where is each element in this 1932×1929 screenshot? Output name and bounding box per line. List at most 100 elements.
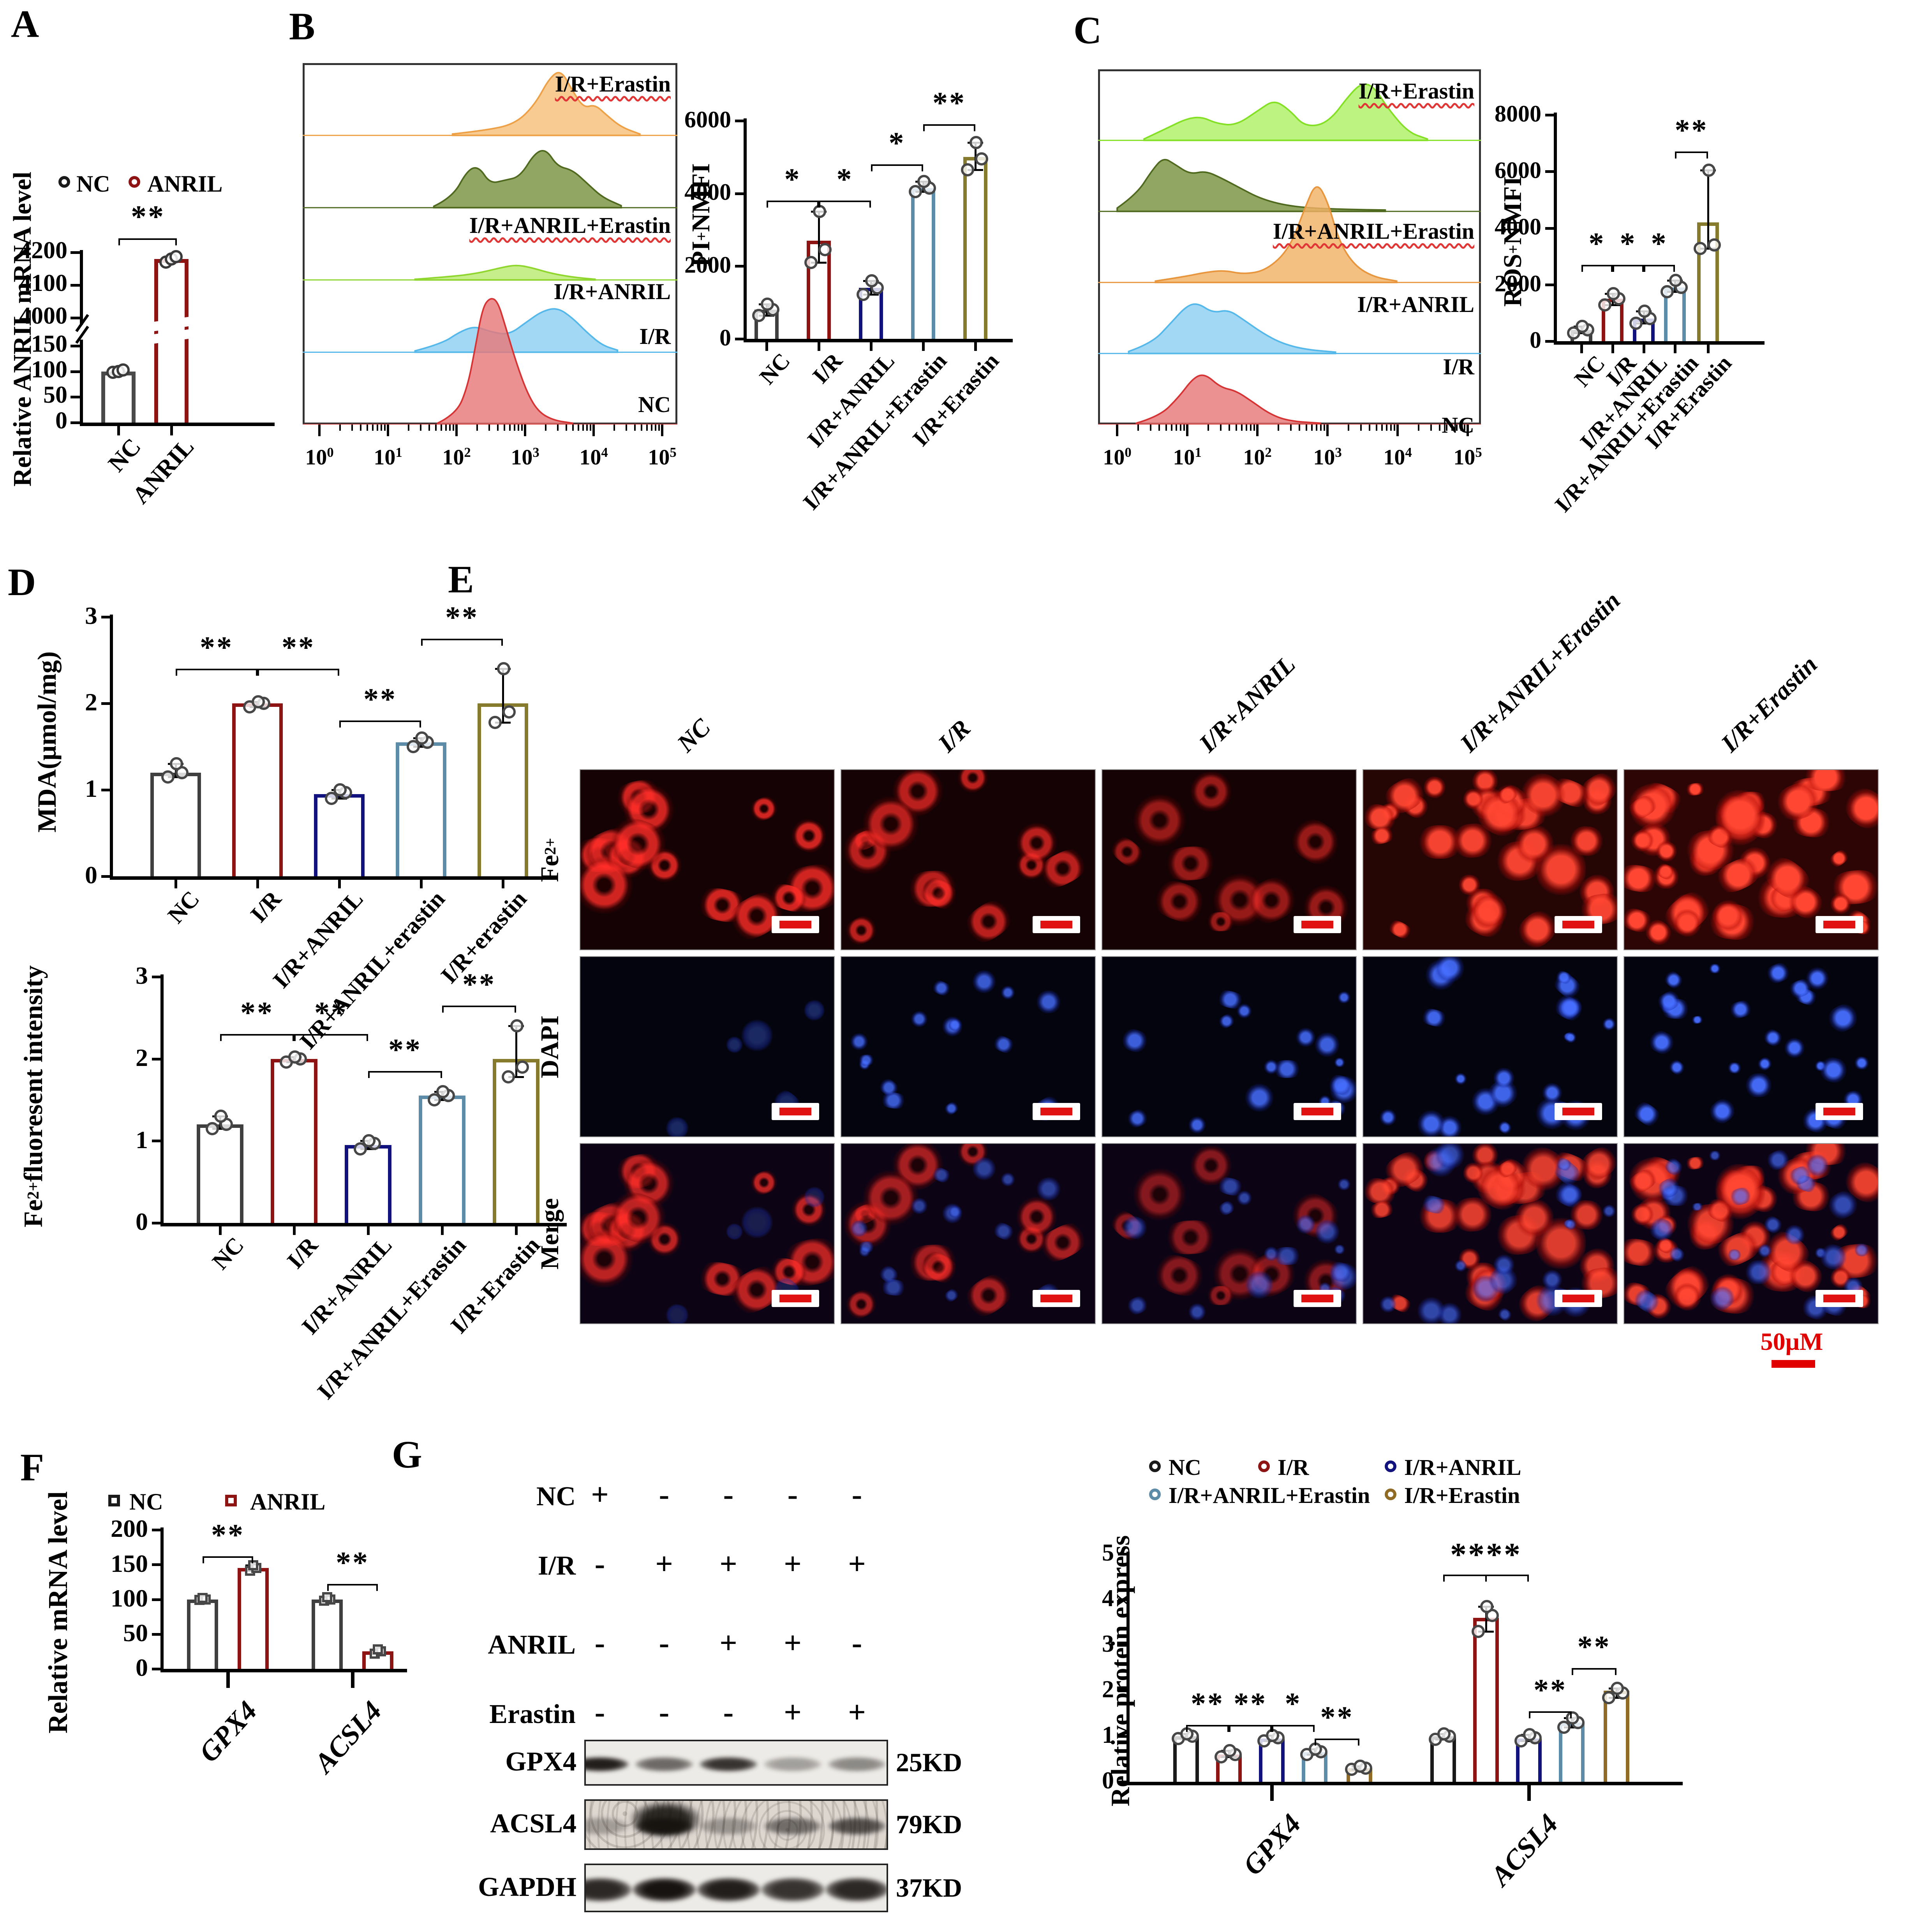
legend-label: I/R+ANRIL (1404, 1455, 1521, 1480)
sig-label: ** (1320, 1700, 1354, 1734)
legend-label: I/R+Erastin (1404, 1483, 1520, 1508)
data-point (1661, 285, 1674, 298)
sig-bracket (1644, 264, 1675, 266)
sig-bracket (1572, 1668, 1616, 1670)
data-point (214, 1110, 227, 1123)
sig-label: ** (211, 1517, 245, 1552)
condition-sign: + (848, 1695, 866, 1730)
y-axis-label-part: Fe (18, 1199, 48, 1228)
micrograph-DAPI-NC (580, 956, 835, 1137)
x-tick-group (1270, 1785, 1274, 1801)
sig-bracket-end (871, 164, 873, 171)
y-tick-label: 200 (111, 1515, 148, 1543)
micrograph-Fe2+-NC (580, 769, 835, 950)
scale-bar (779, 1108, 811, 1115)
y-tick (1545, 114, 1555, 116)
condition-label-I/R: I/R (538, 1551, 576, 1581)
x-tick-exp: 3 (1335, 445, 1342, 460)
cell-blob (990, 1219, 1017, 1243)
blot-band (828, 1757, 886, 1772)
y-tick (101, 875, 111, 878)
x-tick (293, 1226, 296, 1235)
x-minor-tick (654, 425, 656, 431)
sig-bracket-end (293, 1034, 294, 1041)
y-axis (160, 1527, 164, 1669)
data-point (248, 1560, 258, 1571)
micrograph-Merge-I/R+ANRIL+Erastin (1363, 1143, 1618, 1324)
y-tick (71, 251, 81, 254)
sig-bracket-end (1227, 1725, 1229, 1732)
x-tick-exp: 5 (670, 445, 677, 460)
cell-blob (999, 983, 1017, 1002)
x-major-tick (1256, 425, 1259, 436)
x-minor-tick (572, 425, 574, 431)
x-major-tick (455, 425, 458, 436)
sig-label: ** (462, 967, 496, 1001)
x-minor-tick (504, 425, 506, 431)
x-tick-label: 104 (1374, 445, 1421, 470)
sig-bracket-end (294, 1034, 296, 1041)
cell-blob (1708, 964, 1722, 974)
x-minor-tick (1451, 425, 1453, 431)
data-point (169, 250, 183, 263)
data-point (1611, 1682, 1624, 1695)
flow-curve-I/R (1128, 303, 1336, 354)
cell-blob (970, 969, 998, 995)
y-tick-label: 2 (1102, 1676, 1114, 1703)
bar-I/R (271, 1059, 317, 1223)
bar-I/R (232, 703, 283, 876)
cell-blob (1743, 1073, 1773, 1098)
condition-sign: + (848, 1547, 866, 1581)
x-major-tick (318, 425, 321, 436)
condition-sign: - (787, 1478, 798, 1512)
y-axis-label-part: fluoresent intensity (18, 965, 48, 1182)
x-tick (338, 880, 341, 888)
condition-sign: - (659, 1478, 670, 1512)
flow-series-label: I/R+ANRIL (554, 279, 671, 304)
sig-bracket (368, 1071, 442, 1073)
sig-bracket-end (923, 124, 925, 132)
data-point (1638, 305, 1651, 318)
sig-bracket (1529, 1711, 1572, 1713)
error-cap (1609, 1696, 1624, 1699)
bar-I/R (1473, 1617, 1499, 1782)
legend-marker (58, 176, 70, 188)
sig-bracket-end (220, 1034, 222, 1041)
condition-sign: - (659, 1626, 670, 1660)
flow-histograms (1098, 83, 1481, 425)
sig-bracket-end (1675, 152, 1676, 159)
sig-bracket (220, 1034, 294, 1036)
legend-marker (225, 1495, 237, 1506)
y-tick-label: 1 (136, 1126, 148, 1154)
y-tick-label: 0 (136, 1208, 148, 1236)
cell-blob (1336, 990, 1352, 1005)
x-minor-tick (586, 425, 588, 431)
row-label-Merge: Merge (536, 1198, 564, 1270)
x-tick-exp: 0 (327, 445, 334, 460)
x-minor-tick (1348, 425, 1350, 431)
sig-bracket (257, 669, 339, 671)
sig-bracket (1315, 1738, 1359, 1740)
sig-bracket-end (1611, 264, 1613, 272)
x-tick (1643, 345, 1645, 353)
sig-bracket-mid (1485, 1574, 1487, 1582)
blot-band (763, 1757, 822, 1772)
panel-f-letter: F (20, 1446, 44, 1489)
data-point (1598, 298, 1611, 312)
blot-band (635, 1757, 693, 1772)
x-axis (744, 339, 1013, 342)
data-point (909, 185, 922, 198)
x-minor-tick (1445, 425, 1447, 431)
sig-bracket (339, 721, 421, 722)
scale-bar (1301, 1295, 1333, 1302)
scale-bar-chip (1555, 916, 1602, 933)
cell-blob (1684, 1156, 1706, 1171)
sig-bracket (203, 1556, 253, 1558)
data-point (970, 136, 983, 149)
condition-sign: - (851, 1626, 862, 1660)
sig-bracket-end (338, 669, 339, 676)
error-cap (1605, 304, 1620, 307)
y-tick-label: 4000 (684, 179, 731, 205)
y-axis (80, 340, 83, 423)
sig-bracket (442, 1005, 516, 1007)
